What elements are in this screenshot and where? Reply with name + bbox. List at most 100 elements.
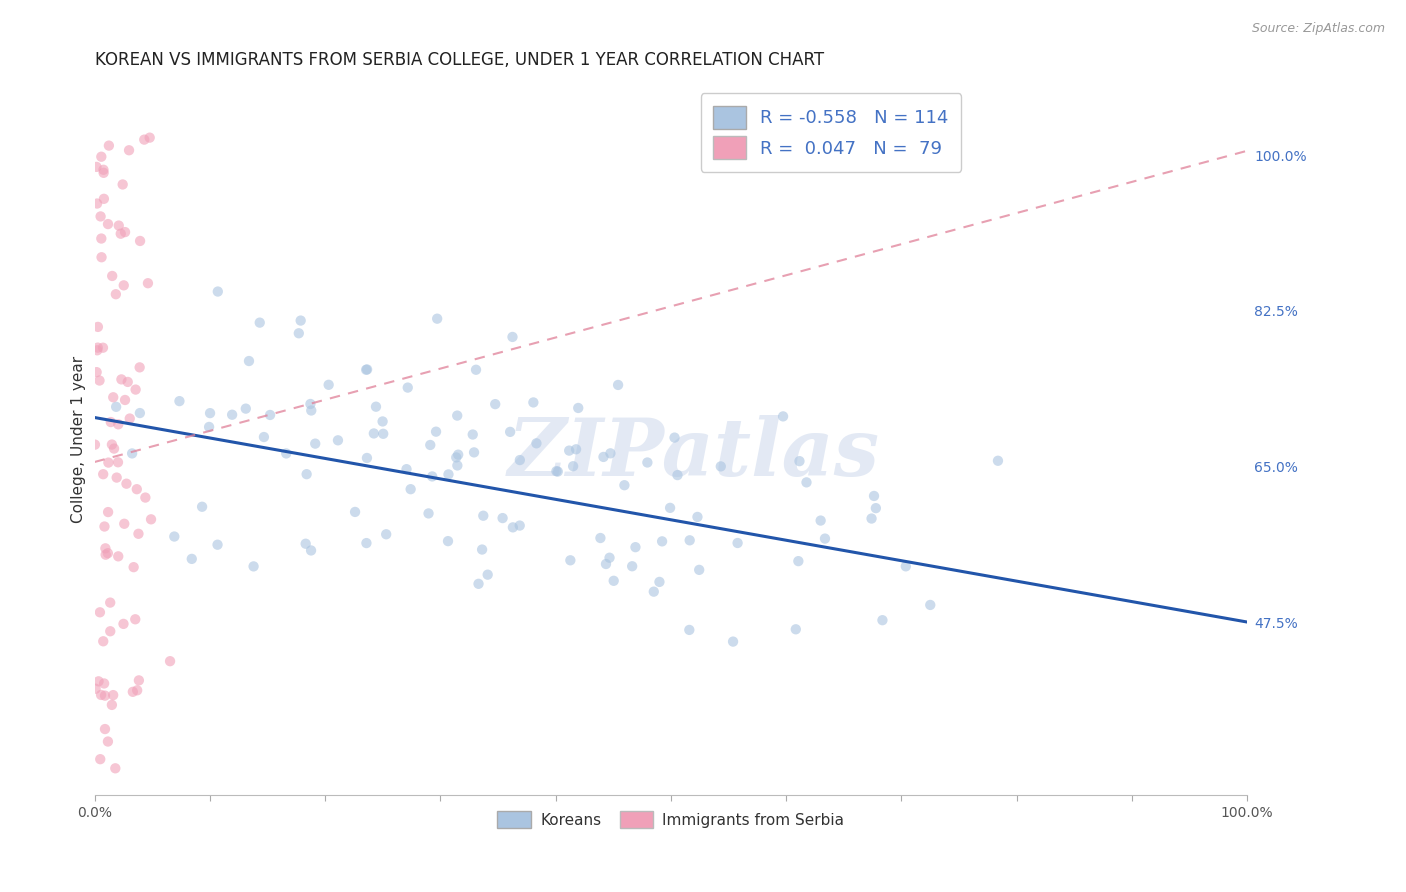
Point <box>558 443 581 458</box>
Point <box>122 560 145 574</box>
Point <box>221 408 243 422</box>
Point <box>688 563 710 577</box>
Point <box>86 343 108 358</box>
Point <box>419 438 441 452</box>
Point <box>371 414 394 428</box>
Point <box>125 482 148 496</box>
Point <box>87 674 110 689</box>
Point <box>920 598 942 612</box>
Point <box>105 470 128 484</box>
Point <box>621 559 644 574</box>
Point <box>318 377 340 392</box>
Point <box>101 437 124 451</box>
Point <box>664 431 686 445</box>
Point <box>288 326 311 341</box>
Point <box>97 546 120 560</box>
Point <box>207 538 229 552</box>
Point <box>91 467 114 482</box>
Point <box>91 341 114 355</box>
Point <box>894 559 917 574</box>
Point <box>565 442 588 457</box>
Point <box>90 688 112 702</box>
Point <box>290 313 312 327</box>
Point <box>249 316 271 330</box>
Point <box>354 363 377 377</box>
Point <box>111 178 134 192</box>
Point <box>356 450 378 465</box>
Point <box>471 542 494 557</box>
Point <box>97 505 120 519</box>
Point <box>124 612 146 626</box>
Point <box>127 683 149 698</box>
Point <box>90 210 112 224</box>
Point <box>710 459 733 474</box>
Point <box>86 160 108 174</box>
Text: Source: ZipAtlas.com: Source: ZipAtlas.com <box>1251 22 1385 36</box>
Point <box>90 231 112 245</box>
Point <box>785 622 807 636</box>
Point <box>98 596 121 610</box>
Point <box>235 401 257 416</box>
Point <box>589 531 612 545</box>
Point <box>138 130 160 145</box>
Point <box>467 577 489 591</box>
Point <box>103 442 125 456</box>
Point <box>242 559 264 574</box>
Point <box>666 468 689 483</box>
Point <box>118 143 141 157</box>
Point <box>169 394 191 409</box>
Point <box>446 409 468 423</box>
Point <box>87 341 110 355</box>
Point <box>592 450 614 464</box>
Point <box>425 425 447 439</box>
Point <box>567 401 589 415</box>
Point <box>136 277 159 291</box>
Point <box>509 518 531 533</box>
Point <box>426 311 449 326</box>
Point <box>437 467 460 482</box>
Point <box>84 681 107 696</box>
Point <box>121 446 143 460</box>
Point <box>602 574 624 588</box>
Point <box>659 500 682 515</box>
Point <box>89 605 111 619</box>
Point <box>304 436 326 450</box>
Point <box>463 445 485 459</box>
Point <box>447 448 470 462</box>
Point <box>395 462 418 476</box>
Point <box>128 360 150 375</box>
Point <box>90 250 112 264</box>
Point <box>93 192 115 206</box>
Point <box>94 689 117 703</box>
Point <box>547 465 569 479</box>
Point <box>599 550 621 565</box>
Point <box>129 234 152 248</box>
Point <box>84 437 107 451</box>
Point <box>103 390 125 404</box>
Point <box>865 501 887 516</box>
Point <box>198 420 221 434</box>
Point <box>114 392 136 407</box>
Point <box>94 722 117 736</box>
Point <box>191 500 214 514</box>
Point <box>356 536 378 550</box>
Point <box>93 162 115 177</box>
Point <box>110 372 132 386</box>
Point <box>86 365 108 379</box>
Point <box>872 613 894 627</box>
Point <box>180 552 202 566</box>
Point <box>112 278 135 293</box>
Point <box>86 196 108 211</box>
Point <box>624 540 647 554</box>
Point <box>344 505 367 519</box>
Point <box>484 397 506 411</box>
Point <box>163 529 186 543</box>
Point <box>326 434 349 448</box>
Point <box>860 511 883 525</box>
Text: KOREAN VS IMMIGRANTS FROM SERBIA COLLEGE, UNDER 1 YEAR CORRELATION CHART: KOREAN VS IMMIGRANTS FROM SERBIA COLLEGE… <box>94 51 824 69</box>
Point <box>814 532 837 546</box>
Point <box>259 408 281 422</box>
Point <box>987 454 1010 468</box>
Point <box>127 526 149 541</box>
Point <box>104 287 127 301</box>
